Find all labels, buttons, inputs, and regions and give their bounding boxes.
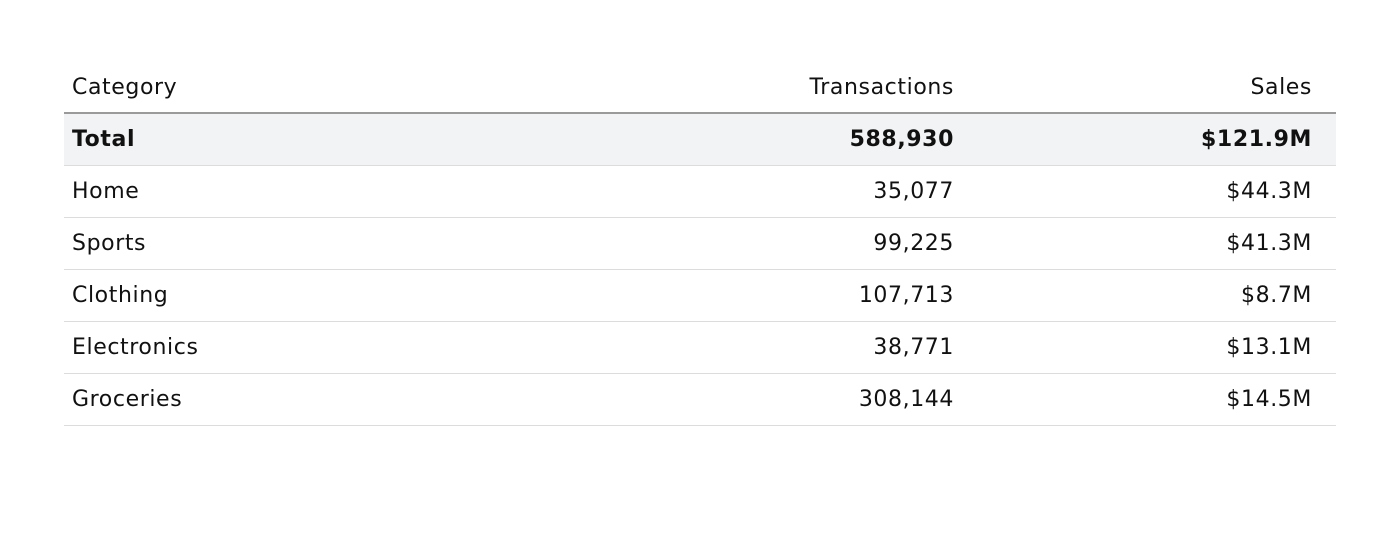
total-transactions: 588,930 [624, 113, 954, 166]
sales-cell: $44.3M [954, 165, 1336, 218]
column-header-sales: Sales [954, 62, 1336, 114]
sales-cell: $8.7M [954, 269, 1336, 322]
table-row: Clothing 107,713 $8.7M [64, 269, 1336, 322]
table-row: Groceries 308,144 $14.5M [64, 373, 1336, 426]
sales-cell: $14.5M [954, 373, 1336, 426]
transactions-cell: 99,225 [624, 217, 954, 270]
total-label: Total [64, 113, 624, 166]
transactions-cell: 308,144 [624, 373, 954, 426]
transactions-cell: 38,771 [624, 321, 954, 374]
data-table-container: Category Transactions Sales Total 588,93… [64, 62, 1336, 426]
category-cell: Sports [64, 217, 624, 270]
category-cell: Clothing [64, 269, 624, 322]
category-cell: Electronics [64, 321, 624, 374]
transactions-cell: 35,077 [624, 165, 954, 218]
table-header: Category Transactions Sales [64, 62, 1336, 114]
table-row: Home 35,077 $44.3M [64, 165, 1336, 218]
sales-cell: $41.3M [954, 217, 1336, 270]
table-row: Sports 99,225 $41.3M [64, 217, 1336, 270]
column-header-transactions: Transactions [624, 62, 954, 114]
total-row: Total 588,930 $121.9M [64, 113, 1336, 166]
sales-cell: $13.1M [954, 321, 1336, 374]
transactions-cell: 107,713 [624, 269, 954, 322]
table-row: Electronics 38,771 $13.1M [64, 321, 1336, 374]
category-cell: Groceries [64, 373, 624, 426]
data-table: Category Transactions Sales Total 588,93… [64, 62, 1336, 426]
header-row: Category Transactions Sales [64, 62, 1336, 114]
table-body: Total 588,930 $121.9M Home 35,077 $44.3M… [64, 113, 1336, 426]
category-cell: Home [64, 165, 624, 218]
column-header-category: Category [64, 62, 624, 114]
total-sales: $121.9M [954, 113, 1336, 166]
